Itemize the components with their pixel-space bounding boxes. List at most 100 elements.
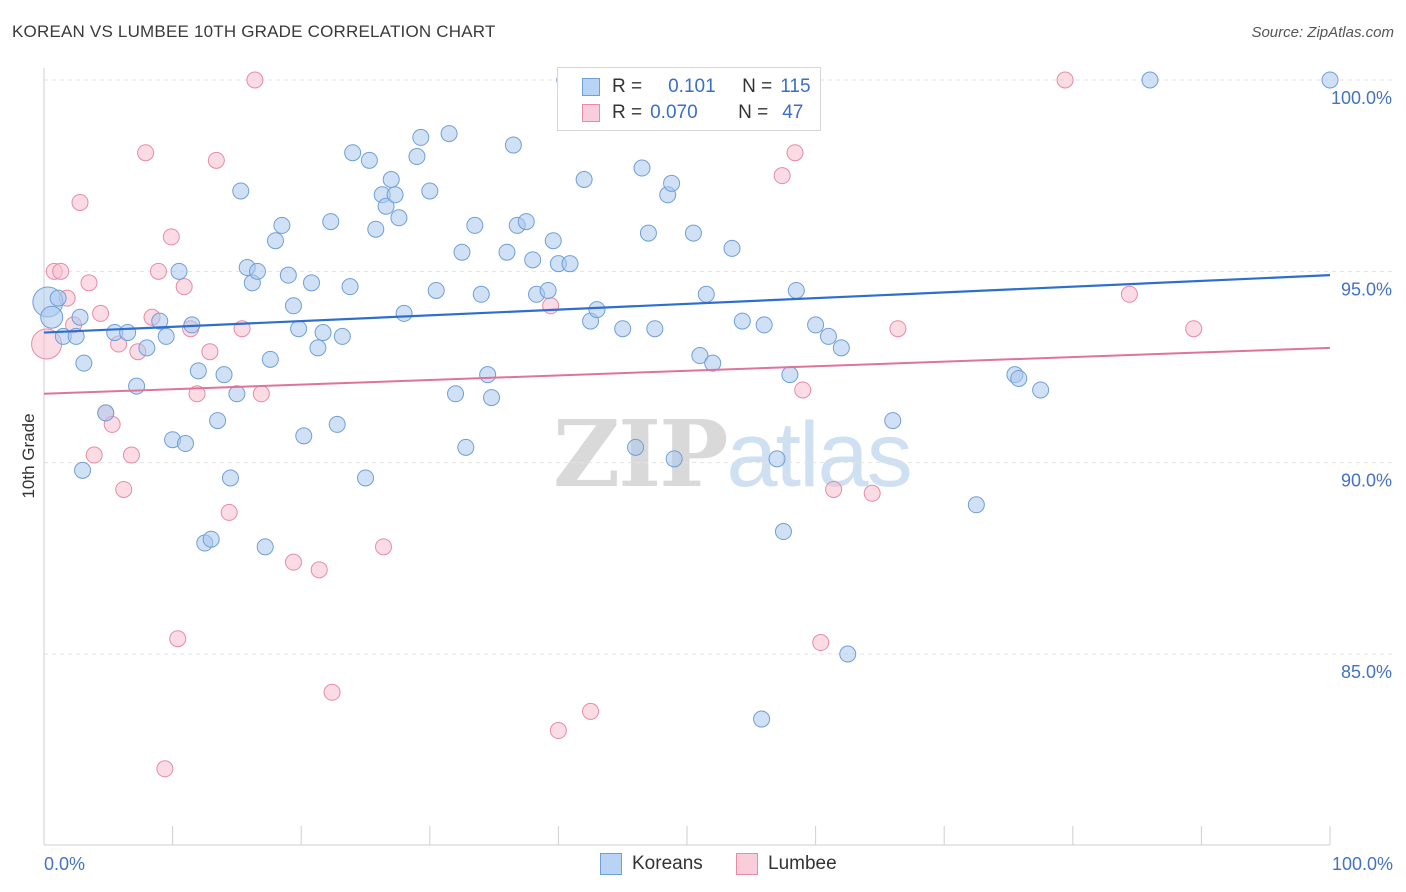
koreans-point xyxy=(524,251,542,269)
koreans-point xyxy=(819,327,837,345)
koreans-point xyxy=(328,415,346,433)
lumbee-point xyxy=(80,274,98,292)
koreans-point xyxy=(170,262,188,280)
lumbee-point xyxy=(1056,71,1074,89)
koreans-point xyxy=(483,389,501,407)
y-tick-label: 95.0% xyxy=(1341,279,1392,299)
bottom-legend-koreans: Koreans xyxy=(600,852,703,876)
x-tick-label: 0.0% xyxy=(44,854,85,874)
koreans-point xyxy=(704,354,722,372)
series-lumbee xyxy=(31,71,1203,778)
koreans-point xyxy=(71,308,89,326)
koreans-point xyxy=(466,216,484,234)
koreans-point xyxy=(691,347,709,365)
koreans-point xyxy=(544,232,562,250)
koreans-point xyxy=(322,213,340,231)
koreans-point xyxy=(228,385,246,403)
lumbee-trend-line xyxy=(43,346,1331,395)
koreans-point xyxy=(386,186,404,204)
n-label: N = xyxy=(742,76,773,97)
y-tick-label: 100.0% xyxy=(1331,88,1392,108)
lumbee-point xyxy=(786,144,804,162)
lumbee-point xyxy=(812,634,830,652)
koreans-point xyxy=(1141,71,1159,89)
koreans-point xyxy=(395,304,413,322)
koreans-point xyxy=(295,427,313,445)
r-label: R = xyxy=(612,102,643,123)
y-axis-title: 10th Grade xyxy=(19,413,38,498)
koreans-point xyxy=(781,366,799,384)
lumbee-point xyxy=(137,144,155,162)
lumbee-swatch xyxy=(582,104,600,122)
watermark: ZIPatlas xyxy=(553,400,913,508)
koreans-point xyxy=(639,224,657,242)
koreans-point xyxy=(627,438,645,456)
koreans-point xyxy=(367,220,385,238)
koreans-r-value: 0.101 xyxy=(668,76,716,97)
koreans-point xyxy=(839,645,857,663)
koreans-point xyxy=(697,285,715,303)
koreans-point xyxy=(390,209,408,227)
legend-row-lumbee: R = 0.070 N = 47 xyxy=(582,101,803,125)
koreans-point xyxy=(357,469,374,487)
koreans-point xyxy=(884,412,902,430)
koreans-point xyxy=(1032,381,1050,399)
lumbee-point xyxy=(323,683,341,701)
koreans-point xyxy=(256,538,274,556)
lumbee-point xyxy=(188,385,206,403)
lumbee-legend-label: Lumbee xyxy=(768,853,837,874)
koreans-point xyxy=(774,523,792,541)
koreans-point xyxy=(457,438,475,456)
lumbee-legend-swatch xyxy=(736,853,758,875)
lumbee-point xyxy=(773,167,791,185)
koreans-point xyxy=(266,232,284,250)
axis-labels: 100.0% 95.0% 90.0% 85.0% 0.0% 100.0% 10th Grad… xyxy=(19,88,1393,874)
koreans-point xyxy=(97,404,115,422)
koreans-point xyxy=(453,243,471,261)
koreans-point xyxy=(248,262,266,280)
koreans-point xyxy=(176,435,194,453)
lumbee-point xyxy=(252,385,270,403)
koreans-point xyxy=(427,281,445,299)
koreans-point xyxy=(1010,369,1028,387)
y-tick-label: 85.0% xyxy=(1341,662,1392,682)
koreans-point xyxy=(539,281,557,299)
bottom-legend-lumbee: Lumbee xyxy=(736,852,837,876)
koreans-point xyxy=(284,297,302,315)
koreans-point xyxy=(341,278,359,296)
stats-legend: R = 0.101 N = 115 R = 0.070 N = 47 xyxy=(557,67,821,131)
lumbee-point xyxy=(246,71,264,89)
koreans-point xyxy=(202,530,220,548)
lumbee-point xyxy=(375,538,393,556)
lumbee-point xyxy=(1120,285,1138,303)
koreans-point xyxy=(119,324,137,342)
koreans-point xyxy=(561,255,579,273)
lumbee-point xyxy=(549,722,567,740)
koreans-point xyxy=(344,144,362,162)
lumbee-point xyxy=(582,702,600,720)
koreans-n-value: 115 xyxy=(780,76,811,97)
koreans-point xyxy=(333,327,351,345)
chart-title: KOREAN VS LUMBEE 10TH GRADE CORRELATION … xyxy=(12,22,496,41)
koreans-point xyxy=(768,450,786,468)
koreans-point xyxy=(221,469,239,487)
koreans-point xyxy=(440,125,458,143)
koreans-point xyxy=(128,377,146,395)
koreans-point xyxy=(1321,71,1339,89)
koreans-point xyxy=(575,170,593,188)
koreans-point xyxy=(360,151,378,169)
lumbee-point xyxy=(175,278,193,296)
koreans-point xyxy=(504,136,522,154)
koreans-swatch xyxy=(582,78,600,96)
x-tick-label: 100.0% xyxy=(1332,854,1393,874)
koreans-point xyxy=(412,128,430,146)
koreans-point xyxy=(279,266,297,284)
lumbee-n-value: 47 xyxy=(782,102,804,123)
koreans-point xyxy=(49,289,67,307)
y-tick-label: 90.0% xyxy=(1341,471,1392,491)
legend-row-koreans: R = 0.101 N = 115 xyxy=(582,75,811,99)
koreans-point xyxy=(472,285,490,303)
lumbee-point xyxy=(284,553,302,571)
koreans-point xyxy=(209,412,227,430)
